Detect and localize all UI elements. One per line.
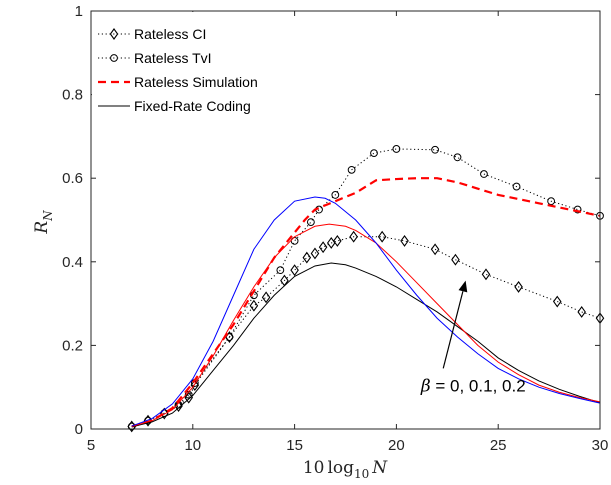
- legend-label-rateless-simulation: Rateless Simulation: [134, 74, 258, 90]
- point-rateless-tvi-12: [331, 191, 340, 199]
- annotation-arrow-line: [442, 291, 464, 369]
- x-axis-label-prefix: 10: [303, 458, 325, 478]
- y-tick-label-1: 0.2: [62, 337, 83, 354]
- point-rateless-ci-7: [249, 299, 259, 312]
- point-rateless-ci-8: [261, 291, 271, 304]
- point-rateless-tvi-20: [547, 197, 556, 206]
- line-rateless-ci: [131, 236, 601, 427]
- legend-marker-rateless-tvi: [110, 54, 118, 62]
- legend: Rateless CI Rateless TvI Rateless Simulati…: [92, 12, 292, 120]
- legend-item-rateless-ci: Rateless CI: [98, 26, 206, 42]
- x-tick-label-3: 20: [388, 437, 405, 454]
- point-rateless-ci-13: [318, 241, 328, 254]
- x-axis-label-var: N: [371, 458, 388, 478]
- point-rateless-tvi-10: [306, 218, 315, 226]
- series-series-4: [131, 223, 601, 427]
- point-rateless-ci-10: [290, 264, 299, 277]
- axes-box: [90, 10, 601, 430]
- point-rateless-tvi-19: [512, 182, 521, 191]
- legend-marker-rateless-ci: [109, 28, 119, 40]
- line-rateless-tvi: [131, 148, 601, 427]
- x-tick-label-1: 10: [184, 437, 201, 454]
- point-rateless-tvi-8: [276, 266, 285, 275]
- series-fixed-rate-coding: [131, 262, 601, 428]
- annotation-beta-text: β = 0, 0.1, 0.2: [420, 376, 526, 396]
- line-series-5: [131, 196, 601, 427]
- x-axis-label: 10 log10 N: [303, 458, 388, 481]
- series-layer: [127, 145, 605, 433]
- ticks-layer: 5 10 15 20 25 30 0 0.2 0.4 0.6 0.8 1: [62, 3, 608, 454]
- series-rateless-ci: [127, 230, 605, 433]
- x-tick-label-4: 25: [490, 437, 507, 454]
- legend-item-fixed-rate-coding: Fixed-Rate Coding: [98, 98, 251, 114]
- legend-box: [92, 12, 292, 120]
- point-rateless-ci-17: [377, 230, 387, 243]
- legend-label-rateless-ci: Rateless CI: [134, 26, 206, 42]
- x-tick-label-5: 30: [592, 437, 609, 454]
- annotation-layer: β = 0, 0.1, 0.2: [420, 280, 526, 396]
- point-rateless-tvi-16: [431, 145, 439, 154]
- point-rateless-tvi-14: [370, 149, 378, 158]
- series-series-5: [131, 196, 601, 427]
- legend-item-rateless-simulation: Rateless Simulation: [98, 74, 258, 90]
- y-axis-label-main: R: [32, 221, 52, 235]
- annotation-beta-symbol: β: [420, 376, 431, 396]
- point-rateless-ci-5: [190, 379, 200, 392]
- point-rateless-ci-4: [184, 391, 194, 404]
- point-rateless-ci-20: [451, 253, 460, 266]
- line-series-4: [131, 223, 601, 427]
- point-rateless-ci-24: [577, 306, 586, 318]
- y-tick-label-3: 0.6: [62, 170, 83, 187]
- point-rateless-ci-11: [302, 251, 312, 264]
- x-axis-label-sub: 10: [354, 467, 369, 481]
- annotation-beta-values: = 0, 0.1, 0.2: [431, 376, 526, 395]
- y-tick-label-4: 0.8: [62, 87, 83, 104]
- y-axis-label-sub: N: [41, 210, 55, 222]
- legend-label-fixed-rate-coding: Fixed-Rate Coding: [134, 98, 251, 114]
- point-rateless-ci-19: [430, 243, 440, 256]
- point-rateless-ci-21: [481, 268, 491, 281]
- x-tick-label-2: 15: [286, 437, 303, 454]
- annotation-arrow-head: [458, 280, 468, 293]
- point-rateless-tvi-17: [453, 153, 462, 162]
- point-rateless-ci-15: [333, 234, 342, 247]
- x-tick-label-0: 5: [87, 437, 95, 454]
- svg-text:RN: RN: [32, 210, 55, 235]
- y-tick-label-5: 1: [75, 3, 83, 20]
- point-rateless-ci-23: [552, 295, 562, 308]
- point-rateless-tvi-15: [392, 145, 401, 153]
- point-rateless-ci-22: [514, 280, 523, 293]
- point-rateless-ci-16: [349, 230, 358, 243]
- legend-label-rateless-tvi: Rateless TvI: [134, 50, 212, 66]
- axes-layer: [90, 10, 601, 430]
- point-rateless-tvi-18: [480, 170, 488, 178]
- x-axis-label-func: log: [327, 458, 354, 478]
- point-rateless-ci-3: [174, 400, 183, 412]
- point-rateless-ci-12: [310, 247, 320, 260]
- y-axis-label: RN: [32, 210, 55, 235]
- point-rateless-tvi-13: [347, 165, 356, 174]
- line-fixed-rate-coding: [131, 262, 601, 428]
- y-tick-label-0: 0: [75, 421, 83, 438]
- legend-item-rateless-tvi: Rateless TvI: [98, 50, 212, 66]
- point-rateless-ci-18: [400, 234, 409, 247]
- y-tick-label-2: 0.4: [62, 254, 83, 271]
